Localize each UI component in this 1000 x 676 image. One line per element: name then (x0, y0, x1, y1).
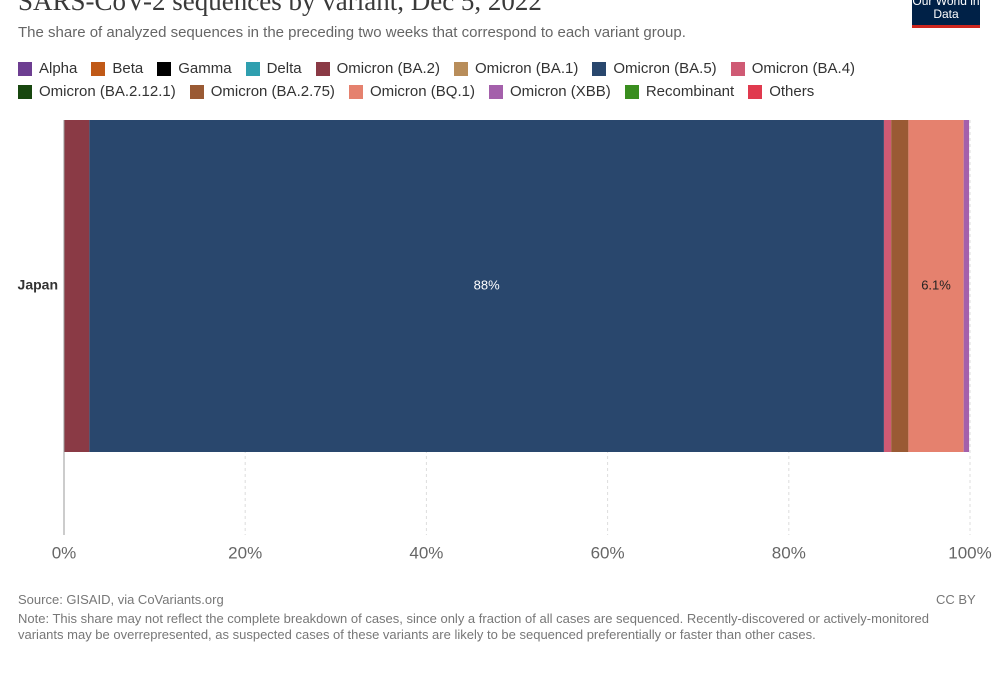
legend-item[interactable]: Omicron (BA.2.12.1) (18, 83, 176, 100)
data-label: 88% (474, 277, 500, 292)
legend-label: Gamma (178, 60, 232, 77)
legend-swatch (245, 61, 260, 76)
bar-segment (891, 120, 909, 452)
legend-swatch (315, 61, 330, 76)
legend-item[interactable]: Gamma (157, 60, 232, 77)
x-tick-label: 100% (948, 543, 991, 562)
legend-item[interactable]: Recombinant (624, 83, 735, 100)
legend-swatch (189, 84, 204, 99)
bar-segment (908, 120, 964, 452)
legend-item[interactable]: Omicron (BA.5) (592, 60, 717, 77)
legend-item[interactable]: Omicron (BA.1) (453, 60, 579, 77)
x-tick-label: 0% (52, 543, 77, 562)
legend-label: Omicron (XBB) (509, 83, 611, 100)
legend-item[interactable]: Omicron (BA.4) (730, 60, 856, 77)
legend-label: Recombinant (645, 83, 735, 100)
legend-item[interactable]: Omicron (XBB) (488, 83, 611, 100)
x-tick-label: 40% (409, 543, 443, 562)
data-label: 6.1% (921, 277, 951, 292)
y-tick-label: Japan (18, 277, 58, 293)
x-tick-label: 20% (228, 543, 262, 562)
legend-swatch (157, 61, 172, 76)
legend-item[interactable]: Delta (245, 60, 302, 77)
legend-label: Omicron (BA.2.75) (210, 83, 335, 100)
bar-segment (64, 120, 90, 452)
legend: Alpha Beta Gamma Delta Omicron (BA.2) Omicron… (18, 60, 978, 100)
legend-label: Beta (112, 60, 144, 77)
legend-swatch (748, 84, 763, 99)
legend-swatch (453, 61, 468, 76)
chart-subtitle: The share of analyzed sequences in the p… (18, 24, 686, 41)
legend-label: Alpha (39, 60, 78, 77)
legend-swatch (624, 84, 639, 99)
legend-swatch (18, 61, 32, 76)
legend-item[interactable]: Omicron (BQ.1) (348, 83, 475, 100)
x-tick-label: 80% (772, 543, 806, 562)
legend-label: Delta (266, 60, 302, 77)
legend-label: Omicron (BA.5) (613, 60, 717, 77)
bar-segment (963, 120, 970, 452)
legend-swatch (348, 84, 363, 99)
legend-swatch (592, 61, 607, 76)
legend-item[interactable]: Alpha (18, 60, 77, 77)
legend-swatch (488, 84, 503, 99)
legend-swatch (730, 61, 745, 76)
note: Note: This share may not reflect the com… (18, 611, 929, 642)
bar-segment (883, 120, 892, 452)
legend-label: Omicron (BQ.1) (369, 83, 475, 100)
legend-label: Omicron (BA.2.12.1) (39, 83, 176, 100)
legend-item[interactable]: Others (748, 83, 814, 100)
legend-item[interactable]: Omicron (BA.2) (315, 60, 440, 77)
legend-label: Omicron (BA.2) (336, 60, 440, 77)
legend-item[interactable]: Beta (91, 60, 143, 77)
source: Source: GISAID, via CoVariants.org (18, 592, 224, 607)
legend-swatch (91, 61, 106, 76)
x-tick-label: 60% (591, 543, 625, 562)
chart-title: SARS-CoV-2 sequences by variant, Dec 5, … (18, 0, 542, 16)
legend-label: Others (769, 83, 815, 100)
logo[interactable]: Our World in Data (912, 0, 980, 28)
legend-item[interactable]: Omicron (BA.2.75) (189, 83, 335, 100)
license[interactable]: CC BY (936, 592, 976, 607)
bar-segment (89, 120, 884, 452)
legend-swatch (18, 84, 32, 99)
legend-label: Omicron (BA.1) (474, 60, 579, 77)
legend-label: Omicron (BA.4) (751, 60, 856, 77)
